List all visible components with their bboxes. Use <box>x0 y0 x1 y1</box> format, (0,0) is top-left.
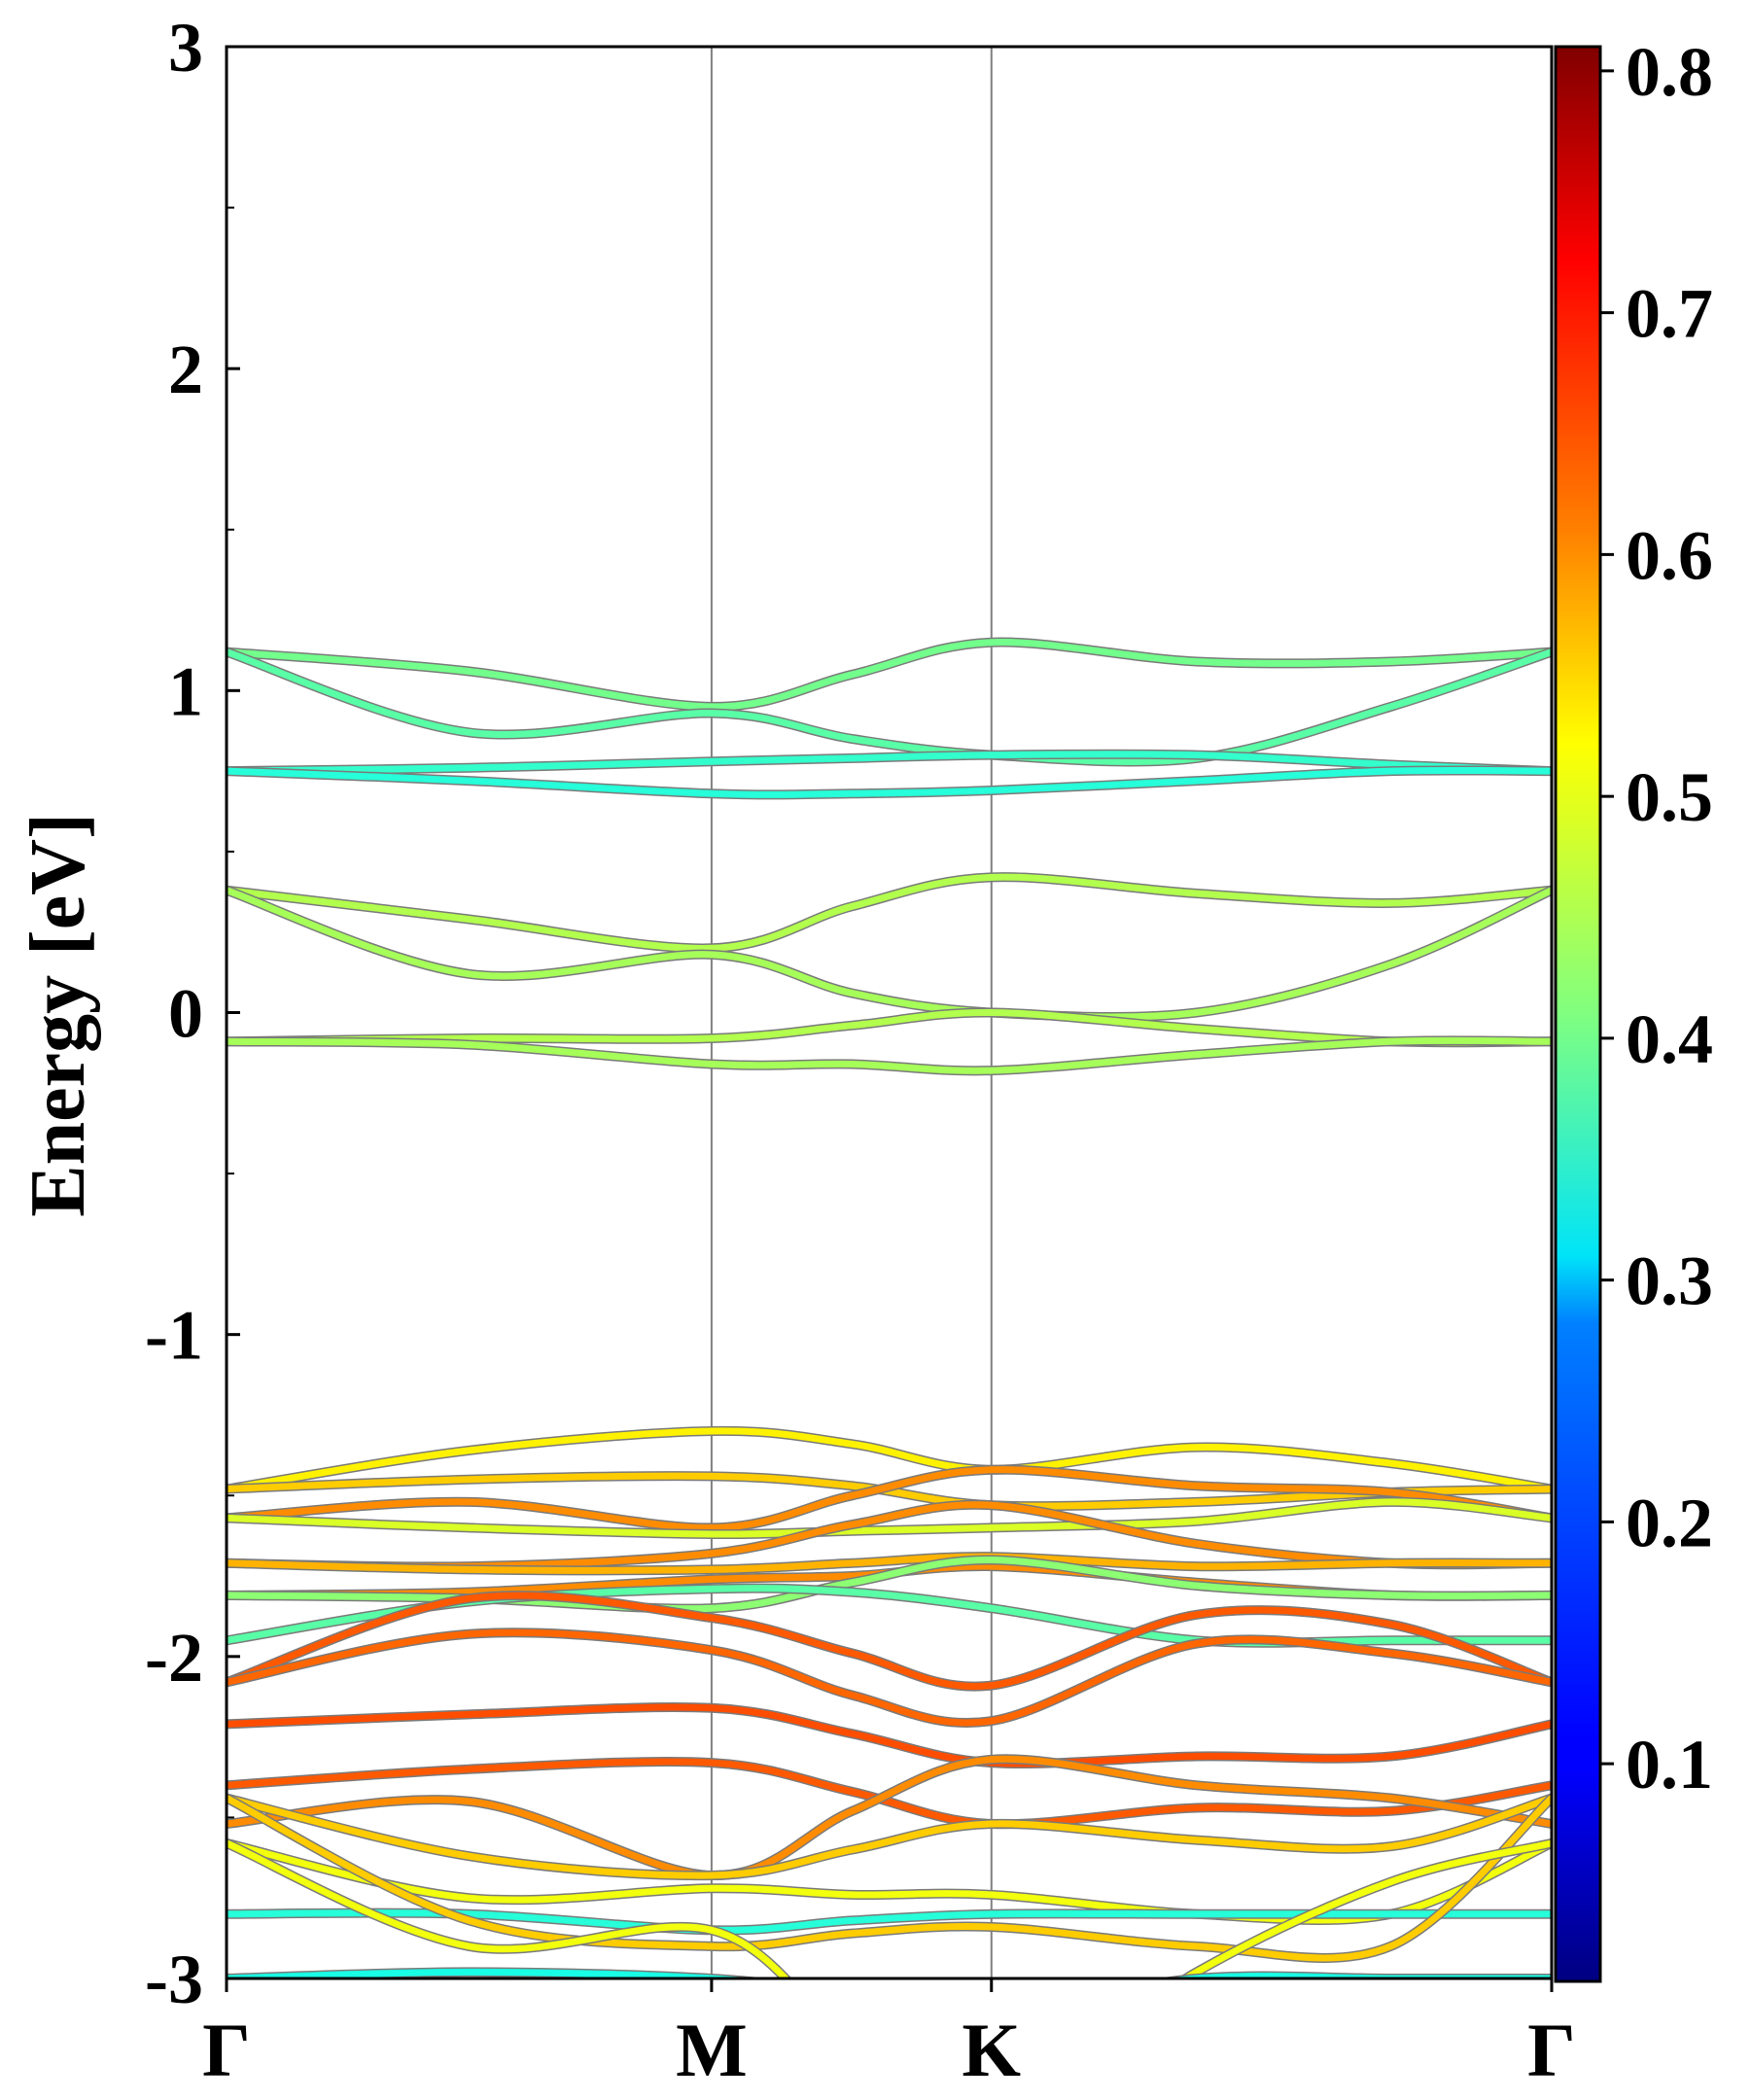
y-tick-label: 2 <box>168 331 203 408</box>
band-2 <box>227 648 1552 765</box>
y-tick-label: 0 <box>168 975 203 1053</box>
x-tick-label: M <box>676 2008 748 2092</box>
band-20 <box>227 1703 1552 1768</box>
band-1-outline <box>227 637 1552 712</box>
colorbar-tick-label: 0.2 <box>1626 1484 1713 1561</box>
band-8 <box>227 1036 1552 1074</box>
colorbar-tick-label: 0.4 <box>1626 1000 1713 1078</box>
colorbar-tick-label: 0.3 <box>1626 1242 1713 1320</box>
band-4 <box>227 766 1552 798</box>
y-tick-label: 1 <box>168 652 203 730</box>
band-6 <box>227 887 1552 1021</box>
band-25 <box>227 1909 1552 1934</box>
band-1 <box>227 639 1552 711</box>
x-tick-label: K <box>962 2008 1021 2092</box>
y-tick-label: 3 <box>168 9 203 87</box>
plot-area: 3 2 1 0 -1 -2 -3 Γ M K Γ <box>145 9 1576 2092</box>
colorbar-gradient <box>1554 45 1602 1983</box>
y-tick-label: -3 <box>145 1941 203 2018</box>
bands <box>227 637 1552 1978</box>
colorbar-tick-label: 0.8 <box>1626 33 1713 111</box>
colorbar-tick-label: 0.1 <box>1626 1726 1713 1803</box>
band-5 <box>227 873 1552 952</box>
band-11 <box>227 1466 1552 1531</box>
band-23 <box>227 1795 1552 1879</box>
colorbar-tick-label: 0.6 <box>1626 516 1713 594</box>
band-22-outline <box>227 1754 1552 1881</box>
band-22 <box>227 1755 1552 1879</box>
x-tick-label: Γ <box>1527 2008 1576 2092</box>
y-axis: 3 2 1 0 -1 -2 -3 <box>145 9 240 2018</box>
colorbar-ticks: 0.8 0.7 0.6 0.5 0.4 0.3 0.2 0.1 <box>1600 33 1713 1803</box>
colorbar-tick-label: 0.7 <box>1626 275 1713 353</box>
band-21 <box>227 1758 1552 1828</box>
colorbar-tick-label: 0.5 <box>1626 758 1713 836</box>
band-9 <box>227 1427 1552 1493</box>
band-27 <box>227 1839 1552 1978</box>
band-19 <box>227 1628 1552 1727</box>
y-tick-label: -1 <box>145 1297 203 1375</box>
colorbar: 0.8 0.7 0.6 0.5 0.4 0.3 0.2 0.1 <box>1554 33 1713 1983</box>
band-14 <box>227 1553 1552 1574</box>
band-26 <box>227 1795 1552 1962</box>
band-18 <box>227 1592 1552 1691</box>
plot-frame <box>225 45 1554 1980</box>
y-tick-label: -2 <box>145 1619 203 1697</box>
band-3 <box>227 751 1552 775</box>
x-tick-label: Γ <box>202 2008 251 2092</box>
y-axis-title: Energy [eV] <box>16 813 101 1216</box>
band-12 <box>227 1498 1552 1538</box>
